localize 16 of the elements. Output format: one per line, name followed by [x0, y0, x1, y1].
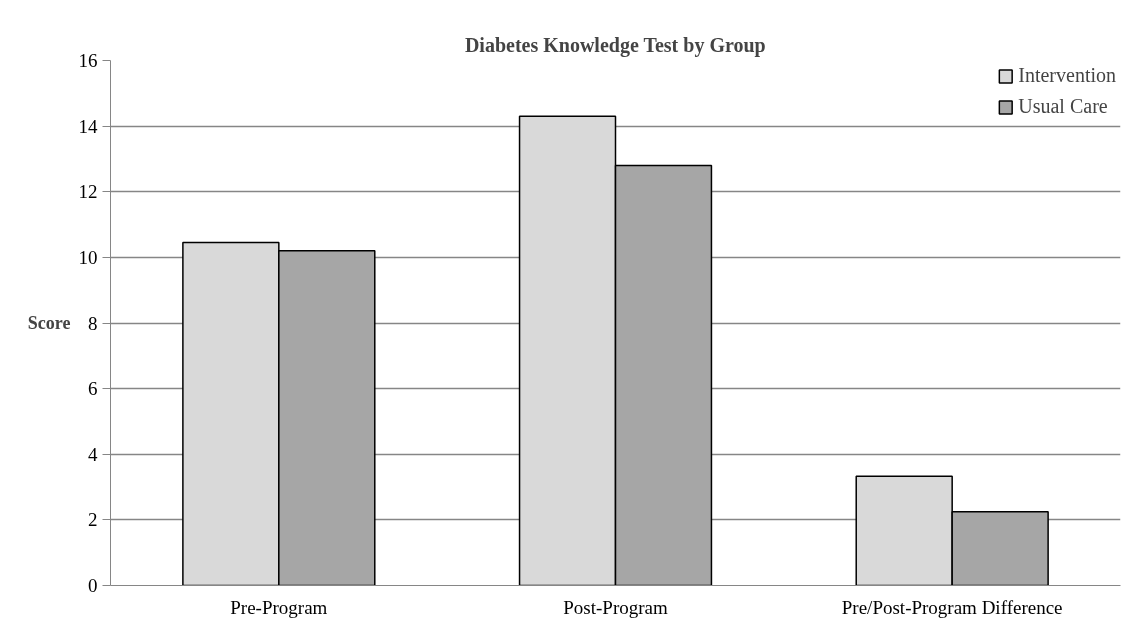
y-tick-label: 16: [78, 50, 98, 71]
y-tick-label: 4: [88, 443, 98, 465]
legend-label: Intervention: [1018, 64, 1116, 87]
chart-title: Diabetes Knowledge Test by Group: [464, 33, 766, 57]
y-tick-label: 6: [88, 378, 98, 400]
y-tick-label: 2: [88, 509, 98, 531]
y-tick-label: 10: [78, 246, 98, 268]
x-tick-label: Pre-Program: [230, 596, 328, 618]
y-tick-label: 14: [78, 115, 98, 137]
legend-label: Usual Care: [1018, 95, 1108, 118]
x-tick-label: Post-Program: [563, 596, 668, 618]
y-axis-title: Score: [27, 313, 71, 333]
y-tick-label: 0: [88, 575, 98, 596]
y-tick-label: 8: [88, 312, 98, 334]
y-tick-label: 12: [78, 181, 98, 203]
x-tick-label: Pre/Post-Program Difference: [841, 596, 1063, 618]
